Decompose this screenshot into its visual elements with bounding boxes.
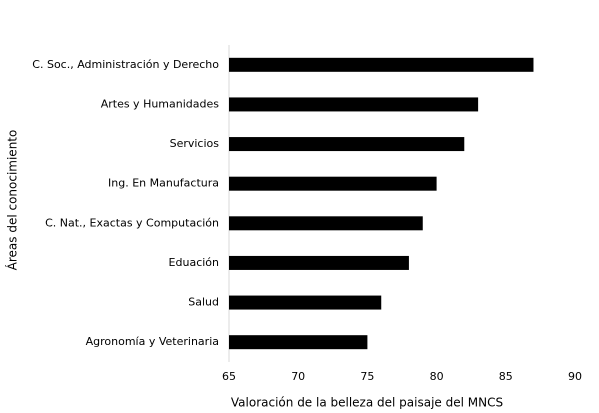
y-axis-title: Áreas del conocimiento xyxy=(5,130,20,271)
x-tick-label: 65 xyxy=(222,370,236,383)
y-tick-label: Eduación xyxy=(169,256,219,269)
x-tick-label: 75 xyxy=(360,370,374,383)
bar xyxy=(229,216,423,231)
y-tick-label: Salud xyxy=(188,296,219,309)
x-tick-label: 90 xyxy=(568,370,582,383)
x-tick-label: 70 xyxy=(291,370,305,383)
bar xyxy=(229,255,409,270)
bar xyxy=(229,335,368,350)
bar xyxy=(229,97,479,112)
y-tick-label: Agronomía y Veterinaria xyxy=(86,335,219,348)
y-tick-label: Artes y Humanidades xyxy=(101,97,220,110)
x-tick-label: 80 xyxy=(430,370,444,383)
x-tick-label: 85 xyxy=(499,370,513,383)
bar xyxy=(229,176,437,191)
x-axis-title: Valoración de la belleza del paisaje del… xyxy=(231,396,503,410)
bar xyxy=(229,137,465,152)
bar xyxy=(229,295,382,310)
y-tick-label: C. Nat., Exactas y Computación xyxy=(45,216,219,229)
y-tick-label: Servicios xyxy=(170,137,220,150)
bar xyxy=(229,57,534,72)
y-tick-label: C. Soc., Administración y Derecho xyxy=(32,58,219,71)
y-tick-label: Ing. En Manufactura xyxy=(108,177,219,190)
